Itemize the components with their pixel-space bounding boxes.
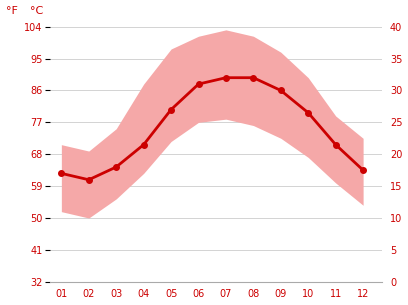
Text: °F: °F bbox=[6, 5, 18, 16]
Text: °C: °C bbox=[30, 5, 43, 16]
